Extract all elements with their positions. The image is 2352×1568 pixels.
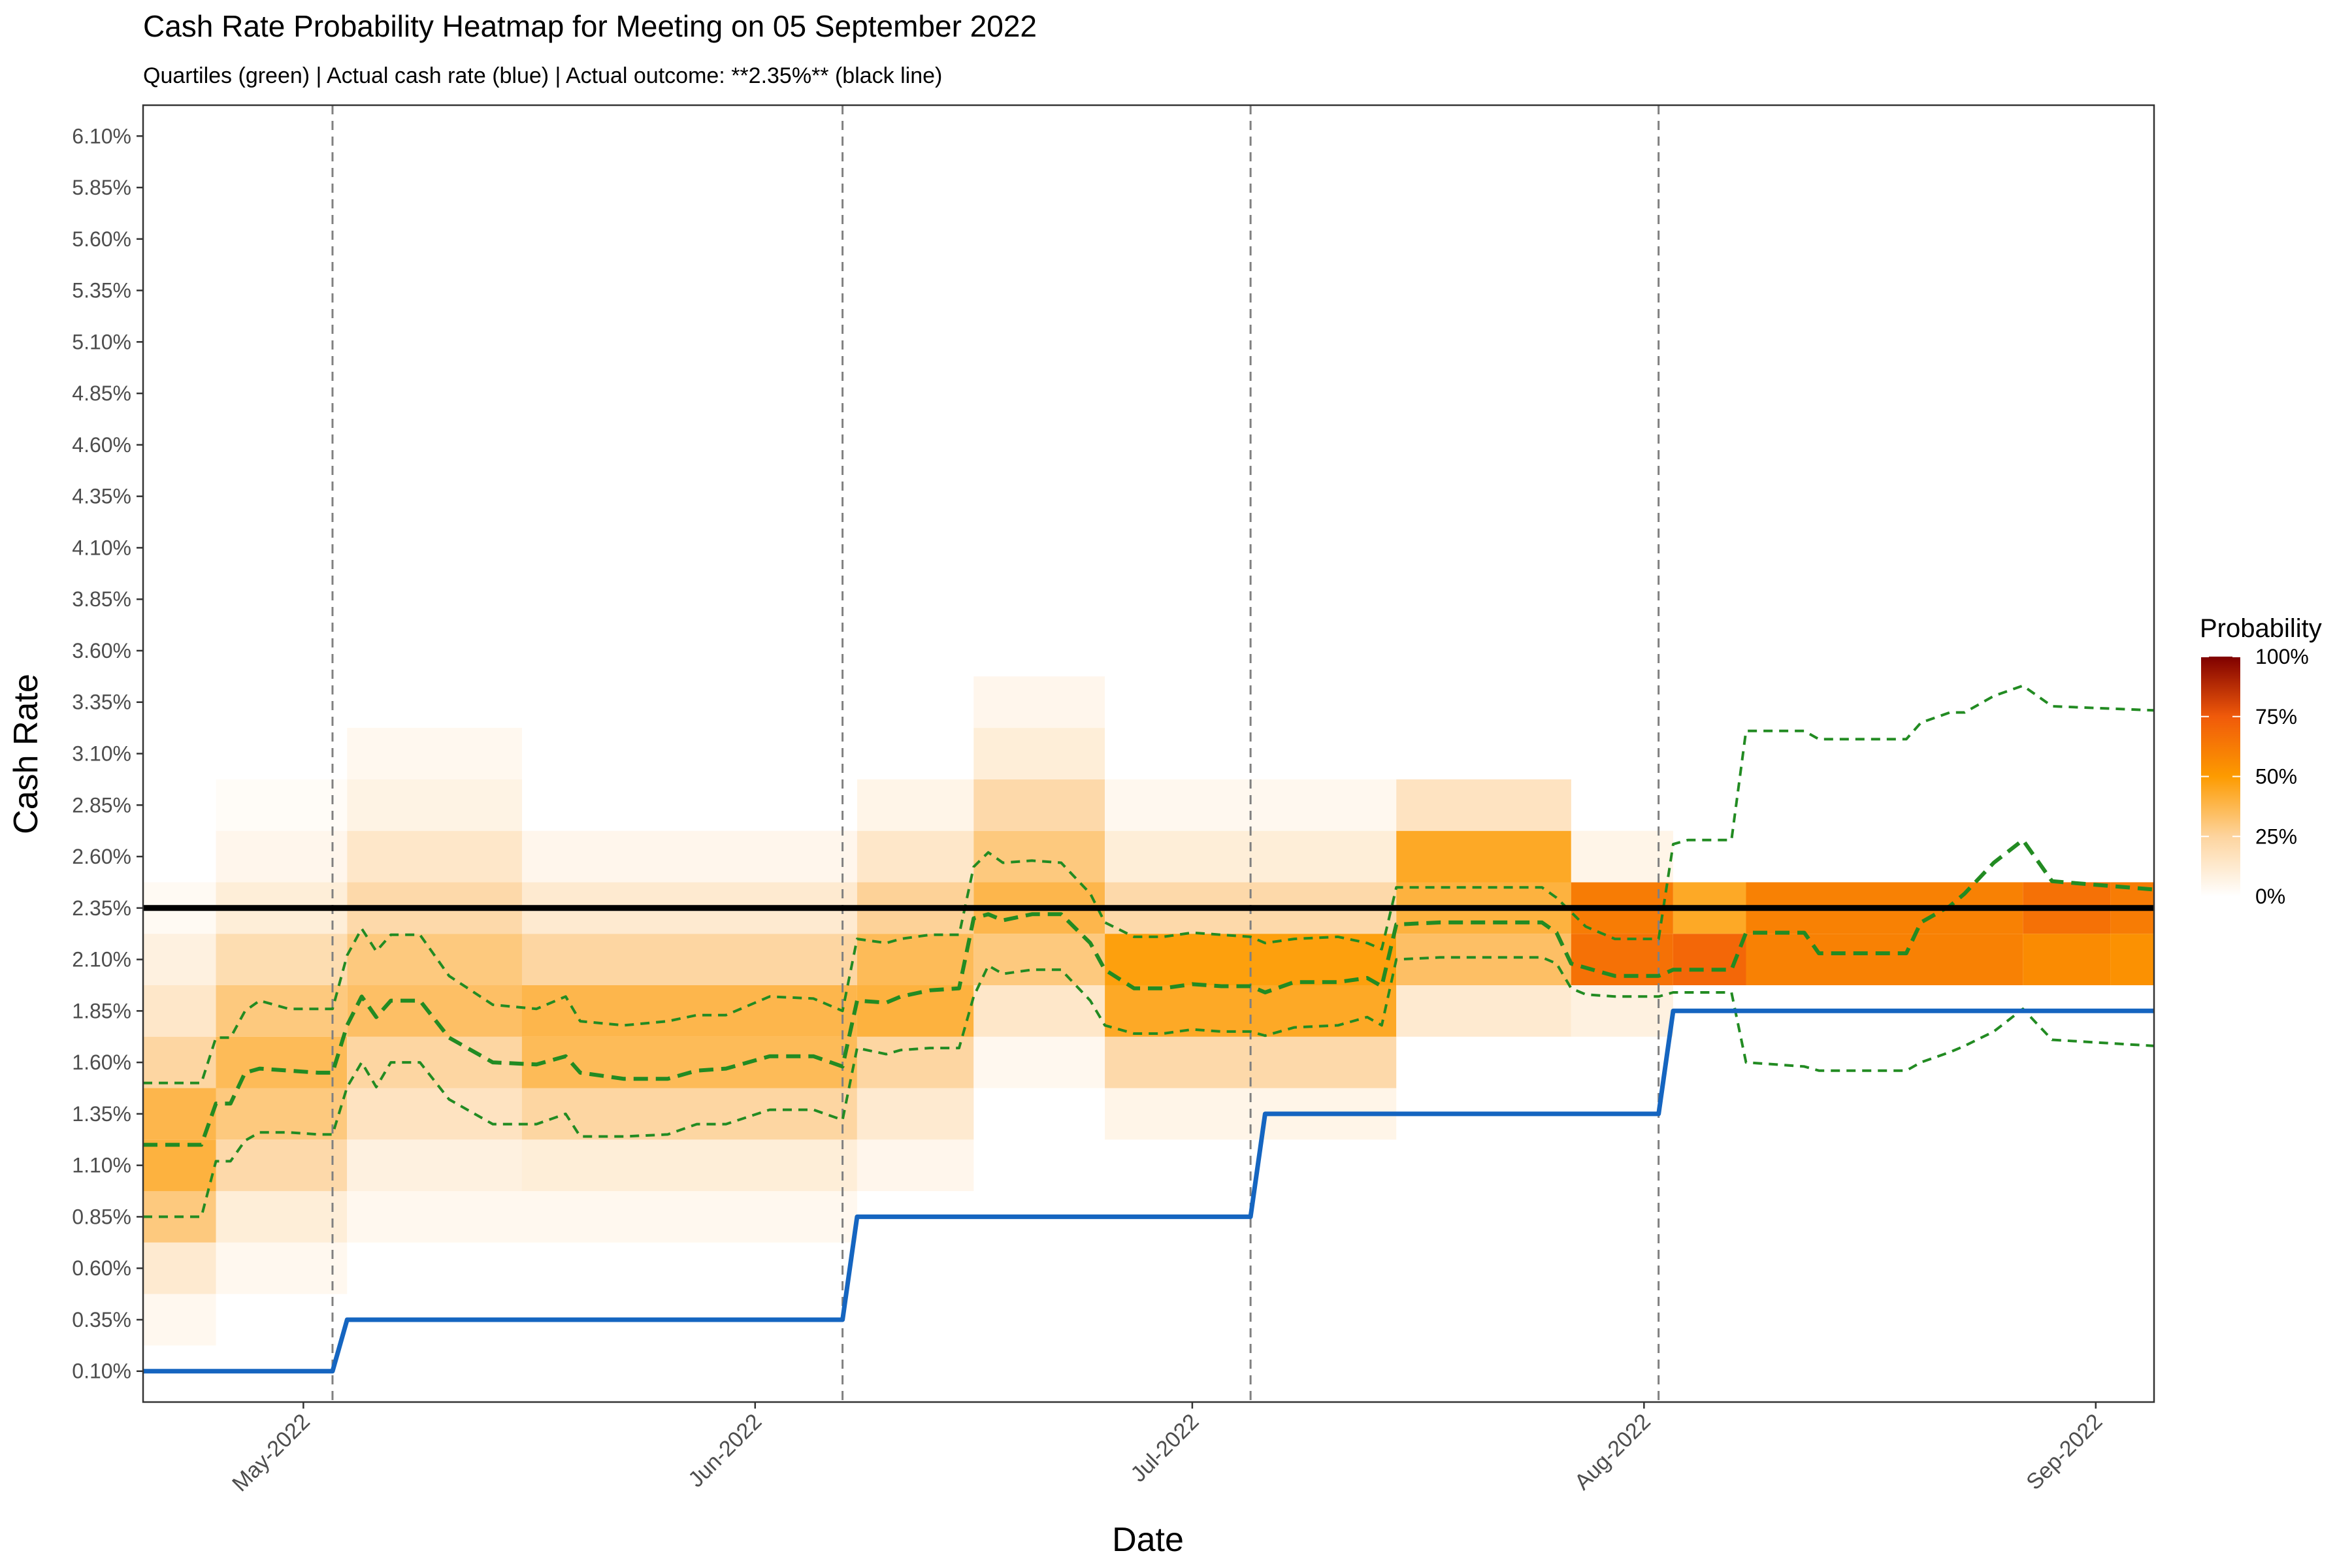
heatmap-cell <box>347 1088 522 1140</box>
y-tick-label: 0.60% <box>72 1256 131 1280</box>
y-tick-label: 5.60% <box>72 227 131 251</box>
heatmap-cell <box>143 1294 216 1346</box>
heatmap-cell <box>1396 779 1571 831</box>
heatmap-cell <box>143 934 216 985</box>
y-tick-label: 1.10% <box>72 1154 131 1177</box>
heatmap-cell <box>216 1242 348 1294</box>
quartile-line-q75 <box>143 684 2154 1085</box>
heatmap-cell <box>521 985 857 1037</box>
heatmap-cell <box>347 985 522 1037</box>
heatmap-cell <box>521 1139 857 1192</box>
heatmap-cell <box>143 1242 216 1294</box>
legend: Probability 0% 25% 50% 75% 100% <box>2200 614 2322 908</box>
legend-label: 25% <box>2255 825 2297 848</box>
heatmap-cell <box>973 1036 1105 1088</box>
heatmap-cell <box>521 1036 857 1088</box>
legend-ticks: 0% 25% 50% 75% 100% <box>2201 645 2309 908</box>
chart-title: Cash Rate Probability Heatmap for Meetin… <box>143 9 1037 43</box>
y-axis-title: Cash Rate <box>7 674 45 834</box>
y-tick-label: 5.10% <box>72 330 131 353</box>
heatmap-cell <box>857 1139 974 1192</box>
quartile-line-median <box>143 838 2154 1147</box>
heatmap-cell <box>216 1088 348 1140</box>
heatmap-cell <box>216 934 348 985</box>
heatmap-cell <box>216 1139 348 1192</box>
y-tick-label: 5.35% <box>72 279 131 302</box>
actual-cash-rate-line <box>143 1008 2154 1374</box>
heatmap-cell <box>973 934 1105 985</box>
y-tick-label: 4.60% <box>72 433 131 457</box>
heatmap-cell <box>1396 985 1571 1037</box>
heatmap-cell <box>143 1036 216 1088</box>
heatmap-cell <box>521 1191 857 1243</box>
legend-label: 50% <box>2255 765 2297 789</box>
heatmap-cell <box>216 985 348 1037</box>
heatmap-cell <box>973 728 1105 779</box>
heatmap-cell <box>216 779 348 831</box>
x-axis-title: Date <box>1112 1521 1184 1559</box>
heatmap-cell <box>1105 985 1397 1037</box>
y-tick-label: 3.35% <box>72 691 131 714</box>
chart-subtitle: Quartiles (green) | Actual cash rate (bl… <box>143 63 942 88</box>
y-tick-label: 6.10% <box>72 124 131 148</box>
y-tick-label: 3.10% <box>72 742 131 766</box>
heatmap-cell <box>521 934 857 985</box>
meeting-lines-layer <box>331 105 1660 1402</box>
y-tick-label: 1.35% <box>72 1102 131 1126</box>
heatmap-cell <box>857 830 974 883</box>
heatmap-cell <box>1571 985 1673 1037</box>
y-axis: 0.10% 0.35% 0.60% 0.85% 1.10% 1.35% 1.60% 1.85%… <box>72 124 143 1383</box>
y-tick-label: 2.85% <box>72 793 131 817</box>
legend-label: 0% <box>2255 885 2285 908</box>
heatmap-cell <box>2023 934 2111 985</box>
heatmap-cell <box>857 1088 974 1140</box>
legend-label: 100% <box>2255 645 2309 668</box>
heatmap-cell <box>143 1088 216 1140</box>
y-tick-label: 4.85% <box>72 382 131 405</box>
y-tick-label: 5.85% <box>72 176 131 199</box>
heatmap-cell <box>143 985 216 1037</box>
heatmap-cell <box>347 1139 522 1192</box>
heatmap-cell <box>347 779 522 831</box>
heatmap-cell <box>347 830 522 883</box>
heatmap-cell <box>973 830 1105 883</box>
heatmap-cell <box>857 1036 974 1088</box>
heatmap-cell <box>216 830 348 883</box>
heatmap-cell <box>347 728 522 779</box>
y-tick-label: 2.10% <box>72 948 131 972</box>
y-tick-label: 2.35% <box>72 896 131 920</box>
y-tick-label: 3.60% <box>72 639 131 662</box>
heatmap-cell <box>2110 934 2154 985</box>
y-tick-label: 1.85% <box>72 999 131 1022</box>
heatmap-cell <box>973 779 1105 831</box>
y-tick-label: 1.60% <box>72 1051 131 1074</box>
heatmap-cell <box>857 779 974 831</box>
heatmap-cell <box>1746 934 2023 985</box>
y-tick-label: 4.10% <box>72 536 131 559</box>
y-tick-label: 0.85% <box>72 1205 131 1228</box>
y-tick-label: 2.60% <box>72 845 131 868</box>
heatmap-cell <box>216 1191 348 1243</box>
heatmap-cell <box>521 830 857 883</box>
heatmap-cell <box>143 1139 216 1192</box>
y-tick-label: 4.35% <box>72 485 131 508</box>
heatmap-cell <box>521 1088 857 1140</box>
heatmap-cell <box>1396 934 1571 985</box>
heatmap-cell <box>347 1191 522 1243</box>
heatmap-cell <box>973 985 1105 1037</box>
y-tick-label: 0.10% <box>72 1360 131 1383</box>
quartiles-layer <box>143 684 2154 1218</box>
heatmap-cell <box>973 676 1105 728</box>
heatmap-cell <box>1396 830 1571 883</box>
y-tick-label: 0.35% <box>72 1308 131 1331</box>
y-tick-label: 3.85% <box>72 587 131 611</box>
heatmap-cell <box>1571 830 1673 883</box>
legend-title: Probability <box>2200 614 2322 643</box>
heatmap-cell <box>216 1036 348 1088</box>
legend-label: 75% <box>2255 705 2297 728</box>
actual-cash-rate-layer <box>143 1008 2154 1374</box>
heatmap-cell <box>347 934 522 985</box>
